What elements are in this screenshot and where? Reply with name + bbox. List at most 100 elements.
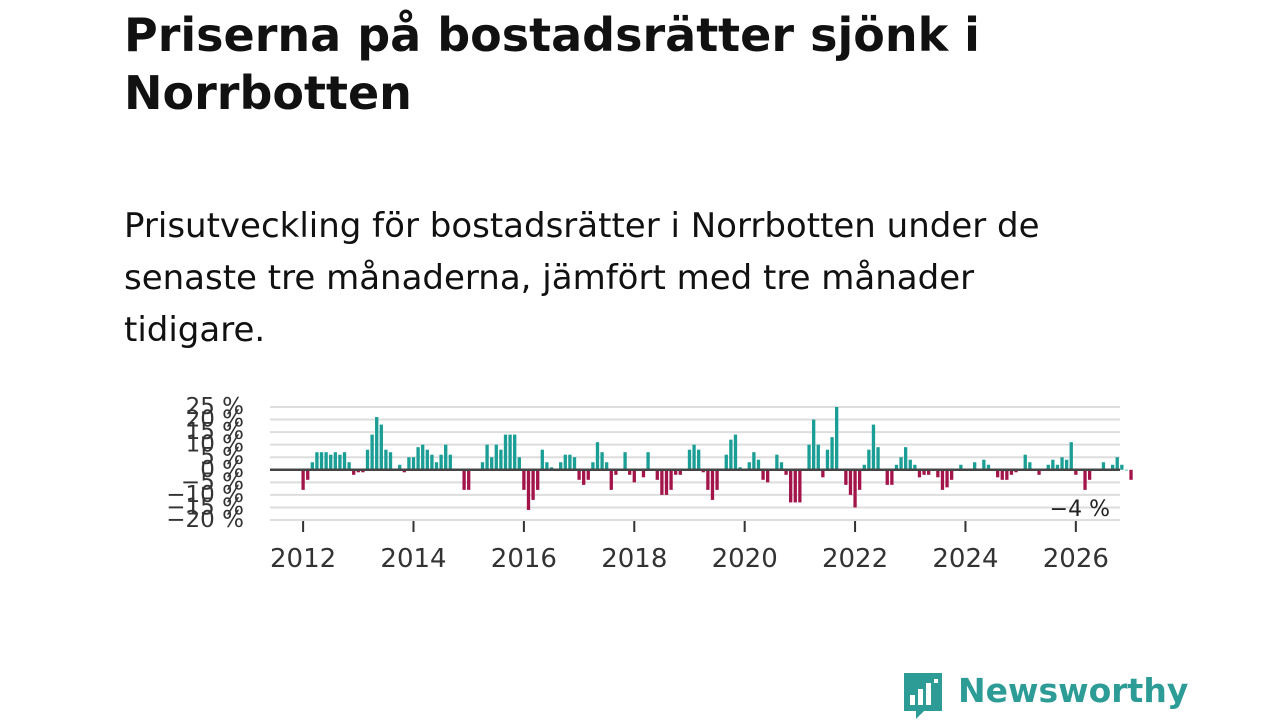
bar xyxy=(536,469,540,490)
bar xyxy=(1087,469,1092,480)
bar xyxy=(425,449,429,470)
newsworthy-logo-icon xyxy=(904,673,942,719)
bar xyxy=(1101,462,1106,470)
bar xyxy=(678,469,682,475)
bar xyxy=(871,424,876,470)
bar xyxy=(908,459,912,470)
bar xyxy=(485,444,489,470)
bar xyxy=(609,469,613,490)
bar-series xyxy=(301,407,1133,510)
bar xyxy=(375,417,379,470)
bar xyxy=(513,434,517,470)
bar xyxy=(733,434,738,470)
bar xyxy=(563,454,567,470)
bar xyxy=(848,469,853,495)
bar xyxy=(1000,469,1004,480)
bar xyxy=(646,452,650,470)
bar xyxy=(821,469,825,478)
bar xyxy=(517,457,521,470)
bar xyxy=(1074,469,1078,475)
bar xyxy=(591,462,595,470)
bar xyxy=(1009,469,1014,475)
bar xyxy=(315,452,319,470)
bar xyxy=(779,462,784,470)
chart-subtitle: Prisutveckling för bostadsrätter i Norrb… xyxy=(124,206,1040,350)
bar xyxy=(858,469,862,490)
y-tick-label: 0 % xyxy=(200,457,244,483)
bar xyxy=(701,469,705,473)
tick-labels: −20 %−15 %−10 %−5 %0 %5 %10 %15 %20 %25 … xyxy=(166,394,1109,574)
bar xyxy=(1120,464,1124,470)
bar xyxy=(876,447,880,470)
bar xyxy=(913,464,917,470)
bar xyxy=(356,469,360,473)
bar xyxy=(370,434,374,470)
bar xyxy=(853,469,857,508)
bar xyxy=(545,462,549,470)
bar xyxy=(490,457,494,470)
bar xyxy=(1069,442,1073,470)
x-tick-label: 2022 xyxy=(822,544,888,574)
bar xyxy=(632,469,636,483)
bar xyxy=(710,469,715,500)
bar xyxy=(936,469,940,478)
bar xyxy=(867,449,871,470)
bar xyxy=(1060,457,1064,470)
bar xyxy=(945,469,949,488)
bar xyxy=(407,457,411,470)
bar xyxy=(333,452,337,470)
bar xyxy=(628,469,632,475)
x-tick-label: 2026 xyxy=(1043,544,1109,574)
bar xyxy=(531,469,535,500)
bar xyxy=(398,464,402,470)
bar xyxy=(830,437,834,470)
bar xyxy=(540,449,544,470)
bar xyxy=(623,452,627,470)
bar xyxy=(306,469,310,480)
bar xyxy=(467,469,471,490)
bar xyxy=(752,452,756,470)
bar xyxy=(885,469,889,485)
bar xyxy=(503,434,508,470)
y-tick-label: 10 % xyxy=(186,432,244,458)
bar xyxy=(825,449,830,470)
bar xyxy=(1115,457,1119,470)
y-tick-label: −20 % xyxy=(166,507,244,533)
bar xyxy=(494,444,498,470)
bar xyxy=(1055,464,1060,470)
bar xyxy=(559,462,563,470)
bar xyxy=(430,454,434,470)
y-tick-label: −15 % xyxy=(166,494,244,520)
bar xyxy=(986,464,991,470)
y-tick-label: −5 % xyxy=(181,469,244,495)
bar xyxy=(347,462,351,470)
x-tick-label: 2024 xyxy=(932,544,998,574)
bar xyxy=(1051,459,1055,470)
chart-title: Priserna på bostadsrätter sjönk i Norrbo… xyxy=(124,8,980,120)
y-tick-label: 5 % xyxy=(200,444,244,470)
x-tick-label: 2018 xyxy=(601,544,667,574)
bar xyxy=(301,469,305,490)
bar xyxy=(522,469,526,490)
bar xyxy=(959,464,963,470)
bar xyxy=(605,462,609,470)
bar xyxy=(499,449,503,470)
bar xyxy=(411,457,416,470)
bar xyxy=(996,469,1000,478)
bar xyxy=(775,454,779,470)
bar xyxy=(1046,464,1050,470)
bar xyxy=(844,469,848,485)
bar-chart: −20 %−15 %−10 %−5 %0 %5 %10 %15 %20 %25 … xyxy=(166,394,1133,574)
bar xyxy=(761,469,765,480)
bar xyxy=(1014,469,1018,473)
bar xyxy=(600,452,604,470)
y-tick-label: 25 % xyxy=(186,394,244,420)
bar xyxy=(904,447,908,470)
bar xyxy=(586,469,590,480)
bar xyxy=(361,469,365,473)
bar xyxy=(480,462,485,470)
bar xyxy=(862,464,866,470)
bar xyxy=(812,419,816,470)
bar xyxy=(572,457,577,470)
bar xyxy=(1129,469,1133,480)
